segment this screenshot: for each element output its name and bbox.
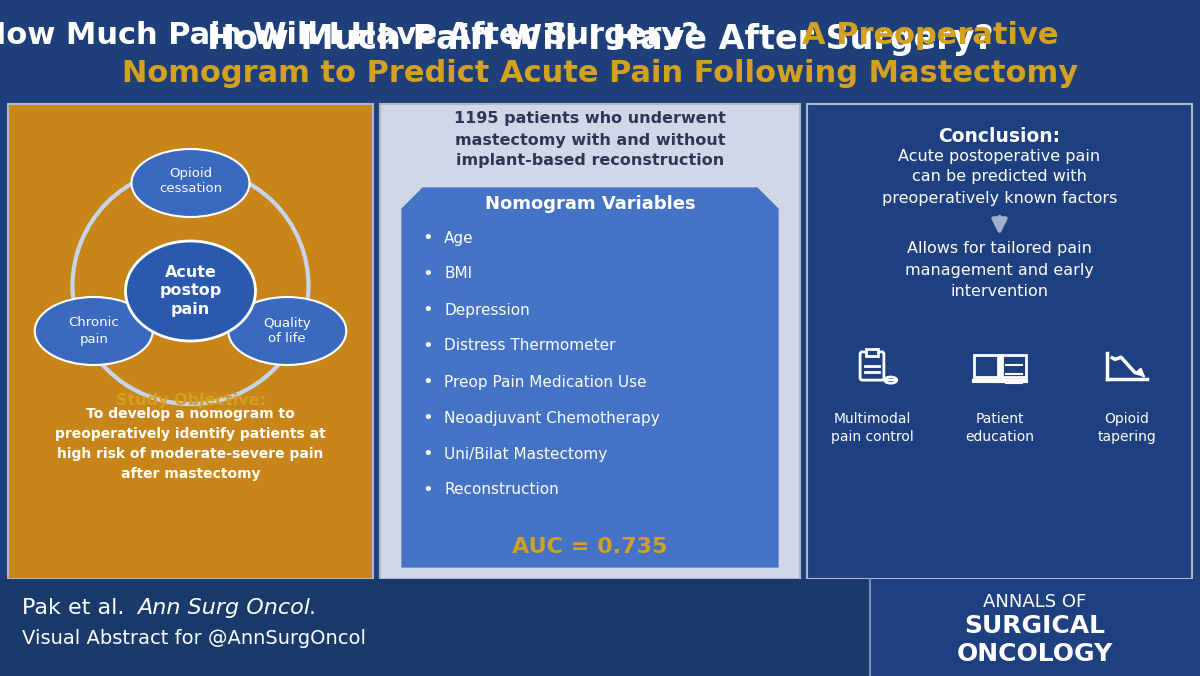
Text: SURGICAL: SURGICAL — [965, 614, 1105, 638]
Text: Opioid
cessation: Opioid cessation — [158, 166, 222, 195]
Text: Nomogram to Predict Acute Pain Following Mastectomy: Nomogram to Predict Acute Pain Following… — [122, 59, 1078, 87]
FancyBboxPatch shape — [1002, 355, 1026, 377]
FancyBboxPatch shape — [380, 104, 800, 579]
Text: Uni/Bilat Mastectomy: Uni/Bilat Mastectomy — [444, 447, 607, 462]
FancyBboxPatch shape — [866, 349, 878, 356]
Ellipse shape — [126, 241, 256, 341]
Text: •: • — [422, 337, 433, 355]
Text: Depression: Depression — [444, 302, 529, 318]
Text: •: • — [422, 481, 433, 499]
Text: BMI: BMI — [444, 266, 472, 281]
FancyBboxPatch shape — [973, 355, 997, 377]
Text: •: • — [422, 409, 433, 427]
FancyBboxPatch shape — [0, 579, 1200, 676]
Text: •: • — [422, 265, 433, 283]
Text: Allows for tailored pain
management and early
intervention: Allows for tailored pain management and … — [905, 241, 1094, 299]
Text: Chronic
pain: Chronic pain — [68, 316, 119, 345]
Ellipse shape — [228, 297, 347, 365]
Ellipse shape — [884, 377, 896, 383]
FancyBboxPatch shape — [808, 104, 1192, 579]
Text: •: • — [422, 301, 433, 319]
Text: Acute
postop
pain: Acute postop pain — [160, 265, 222, 317]
Text: Distress Thermometer: Distress Thermometer — [444, 339, 616, 354]
Text: Acute postoperative pain
can be predicted with
preoperatively known factors: Acute postoperative pain can be predicte… — [882, 149, 1117, 206]
Text: Study Objective:: Study Objective: — [115, 393, 265, 408]
Text: Ann Surg Oncol: Ann Surg Oncol — [137, 598, 310, 618]
Text: Preop Pain Medication Use: Preop Pain Medication Use — [444, 375, 647, 389]
Text: How Much Pain Will I Have After Surgery?: How Much Pain Will I Have After Surgery? — [206, 24, 994, 57]
Text: ONCOLOGY: ONCOLOGY — [956, 642, 1114, 666]
Text: •: • — [422, 229, 433, 247]
Text: AUC = 0.735: AUC = 0.735 — [512, 537, 667, 557]
Text: Patient
education: Patient education — [965, 412, 1034, 444]
Text: Age: Age — [444, 231, 474, 245]
Ellipse shape — [35, 297, 152, 365]
Text: Neoadjuvant Chemotherapy: Neoadjuvant Chemotherapy — [444, 410, 660, 425]
FancyBboxPatch shape — [0, 0, 1200, 105]
Text: How Much Pain Will I Have After Surgery?: How Much Pain Will I Have After Surgery? — [0, 20, 698, 49]
FancyBboxPatch shape — [870, 579, 1200, 676]
FancyBboxPatch shape — [860, 352, 884, 380]
Text: .: . — [310, 598, 316, 618]
Text: •: • — [422, 445, 433, 463]
Text: To develop a nomogram to
preoperatively identify patients at
high risk of modera: To develop a nomogram to preoperatively … — [55, 407, 326, 481]
Text: A Preoperative: A Preoperative — [802, 20, 1058, 49]
Text: Quality
of life: Quality of life — [263, 316, 311, 345]
Text: Nomogram Variables: Nomogram Variables — [485, 195, 695, 213]
Text: Pak et al.: Pak et al. — [22, 598, 132, 618]
Ellipse shape — [132, 149, 250, 217]
Text: Reconstruction: Reconstruction — [444, 483, 559, 498]
Text: Conclusion:: Conclusion: — [938, 126, 1061, 145]
FancyBboxPatch shape — [8, 104, 373, 579]
Text: 1195 patients who underwent
mastectomy with and without
implant-based reconstruc: 1195 patients who underwent mastectomy w… — [454, 112, 726, 168]
Text: Multimodal
pain control: Multimodal pain control — [830, 412, 913, 444]
Text: Opioid
tapering: Opioid tapering — [1098, 412, 1157, 444]
Text: •: • — [422, 373, 433, 391]
Text: ANNALS OF: ANNALS OF — [983, 593, 1087, 611]
Polygon shape — [400, 186, 780, 569]
Text: Visual Abstract for @AnnSurgOncol: Visual Abstract for @AnnSurgOncol — [22, 629, 366, 648]
